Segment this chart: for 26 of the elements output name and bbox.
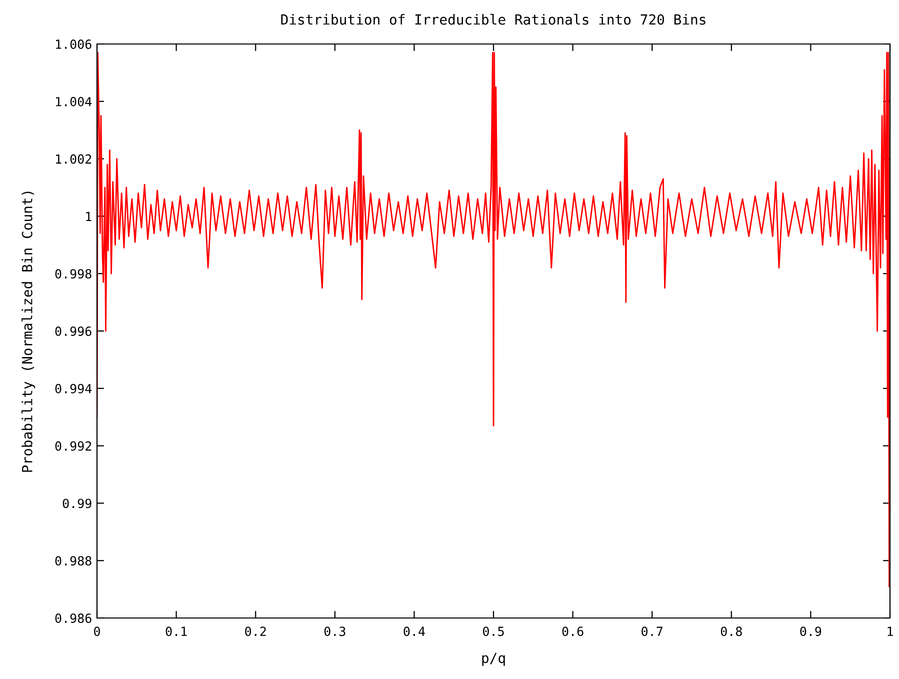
- x-tick-label: 0.7: [642, 626, 662, 636]
- x-tick-label: 0.4: [404, 626, 425, 636]
- x-tick-label: 0: [94, 626, 100, 636]
- x-tick-label: 0.9: [800, 626, 822, 636]
- x-tick-label: 0.2: [245, 626, 266, 636]
- y-tick-label: 1.004: [56, 96, 92, 106]
- y-tick-label: 0.988: [55, 556, 92, 566]
- y-tick-label: 1.002: [56, 154, 92, 164]
- y-axis-title: Probability (Normalized Bin Count): [22, 192, 36, 472]
- line-series: [97, 52, 890, 588]
- y-tick-label: 1.006: [56, 40, 92, 49]
- y-tick-label: 0.99: [62, 498, 92, 508]
- x-tick-label: 0.1: [166, 626, 187, 636]
- y-tick-label: 0.996: [55, 326, 92, 336]
- x-tick-label: 0.8: [720, 626, 742, 636]
- chart-title: Distribution of Irreducible Rationals into 720 Bins: [281, 14, 706, 25]
- y-tick-label: 0.998: [55, 269, 92, 279]
- x-tick-label: 0.5: [483, 626, 504, 636]
- x-tick-label: 0.3: [324, 626, 346, 636]
- y-tick-label: 1: [86, 212, 92, 221]
- y-tick-label: 0.986: [55, 614, 92, 623]
- y-tick-label: 0.994: [55, 384, 92, 394]
- x-tick-label: 0.6: [562, 626, 584, 636]
- x-axis-title: p/q: [482, 652, 505, 666]
- x-tick-label: 1: [888, 626, 893, 636]
- y-tick-label: 0.992: [55, 441, 92, 451]
